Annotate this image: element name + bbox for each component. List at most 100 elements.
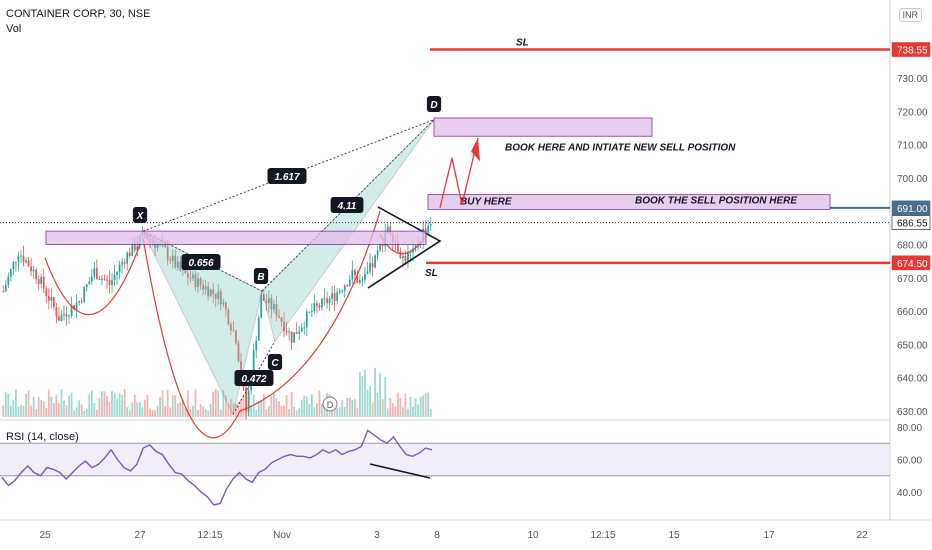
volume-bar xyxy=(70,392,73,417)
volume-bar xyxy=(47,389,50,417)
volume-bar xyxy=(402,407,404,417)
volume-bar xyxy=(121,395,124,417)
dividend-marker: D xyxy=(322,396,338,412)
candle-body xyxy=(25,260,27,263)
volume-bar xyxy=(171,395,174,417)
volume-bar xyxy=(63,400,65,417)
candle-body xyxy=(20,255,22,257)
volume-bar xyxy=(343,407,346,417)
wave-curve-main xyxy=(142,211,381,439)
volume-bar xyxy=(123,389,126,417)
volume-bar xyxy=(384,376,387,417)
volume-bar xyxy=(90,390,93,417)
candle-body xyxy=(207,286,210,297)
candle-body xyxy=(184,268,187,274)
candle-body xyxy=(235,330,237,344)
volume-bar xyxy=(265,409,268,417)
candle-body xyxy=(166,247,169,260)
candle-body xyxy=(399,251,402,259)
volume-bar xyxy=(83,410,86,417)
volume-bar xyxy=(240,399,242,417)
volume-bar xyxy=(409,396,412,417)
time-tick-label: 15 xyxy=(668,530,680,541)
candle-body xyxy=(2,291,5,293)
candle-body xyxy=(80,301,83,303)
rsi-tick-label: 40.00 xyxy=(897,488,922,499)
volume-bar xyxy=(42,401,45,417)
rsi-label: RSI (14, close) xyxy=(6,431,79,443)
price-badge-bg xyxy=(891,255,931,271)
volume-bar xyxy=(161,390,164,417)
price-badge-label: 674.50 xyxy=(897,259,928,270)
volume-bar xyxy=(98,397,101,417)
volume-bar xyxy=(288,408,290,417)
volume-bar xyxy=(310,394,313,417)
candle-body xyxy=(265,300,268,304)
volume-bar xyxy=(187,390,189,417)
volume-bar xyxy=(184,407,187,417)
pattern-bcd xyxy=(261,119,435,343)
volume-bar xyxy=(159,397,161,417)
ratio-label-0656-text: 0.656 xyxy=(188,258,213,269)
candle-body xyxy=(257,318,260,341)
volume-bar xyxy=(230,399,232,417)
candle-body xyxy=(260,294,263,319)
candle-body xyxy=(389,226,392,235)
volume-bar xyxy=(273,393,275,417)
volume-bar xyxy=(300,400,303,417)
dividend-letter: D xyxy=(327,400,334,410)
candle-body xyxy=(90,276,93,282)
volume-bar xyxy=(80,404,83,417)
candle-body xyxy=(101,278,103,280)
volume-bar xyxy=(323,406,326,417)
point-label-x-bg xyxy=(132,207,148,223)
volume-bar xyxy=(313,407,316,417)
point-label-b-bg xyxy=(253,268,269,284)
volume-bar xyxy=(194,389,197,417)
volume-bar xyxy=(346,398,349,417)
time-tick-label: Nov xyxy=(273,530,291,541)
volume-bar xyxy=(37,396,40,417)
volume-bar xyxy=(156,405,159,417)
candle-body xyxy=(58,316,60,321)
candle-body xyxy=(131,242,134,256)
ratio-label-0472: 0.472 xyxy=(234,370,274,386)
candle-body xyxy=(219,291,222,305)
rsi-line xyxy=(1,429,433,506)
volume-bar xyxy=(321,404,323,417)
ratio-label-0472-text: 0.472 xyxy=(241,374,266,385)
zone-sell-entry xyxy=(433,117,653,137)
volume-bar xyxy=(252,394,255,417)
stop-loss-label-bottom: SL xyxy=(425,268,438,279)
candle-body xyxy=(252,350,255,379)
volume-bar xyxy=(4,391,7,417)
volume-bar xyxy=(283,405,285,417)
volume-bar xyxy=(419,396,422,417)
volume-bar xyxy=(60,389,63,417)
volume-bar xyxy=(25,393,27,417)
volume-bar xyxy=(427,392,430,417)
time-tick-label: 12:15 xyxy=(590,530,615,541)
candle-body xyxy=(402,255,404,259)
volume-bar xyxy=(379,372,382,417)
wave-curve-left xyxy=(44,244,141,316)
volume-bar xyxy=(359,372,361,417)
candle-body xyxy=(179,261,182,271)
volume-bar xyxy=(257,401,260,417)
volume-bar xyxy=(27,390,30,417)
candle-body xyxy=(424,228,427,233)
point-label-x: X xyxy=(132,207,148,223)
currency-button[interactable]: INR xyxy=(898,8,922,22)
volume-bar xyxy=(85,408,88,417)
volume-bar xyxy=(399,398,402,417)
candle-body xyxy=(318,305,321,308)
candle-body xyxy=(409,252,412,254)
candle-body xyxy=(133,242,136,251)
volume-bar xyxy=(106,396,108,417)
volume-bar xyxy=(101,391,103,417)
candle-body xyxy=(386,226,389,233)
point-label-d: D xyxy=(426,96,442,112)
candle-body xyxy=(70,305,73,316)
volume-bar xyxy=(222,390,225,417)
